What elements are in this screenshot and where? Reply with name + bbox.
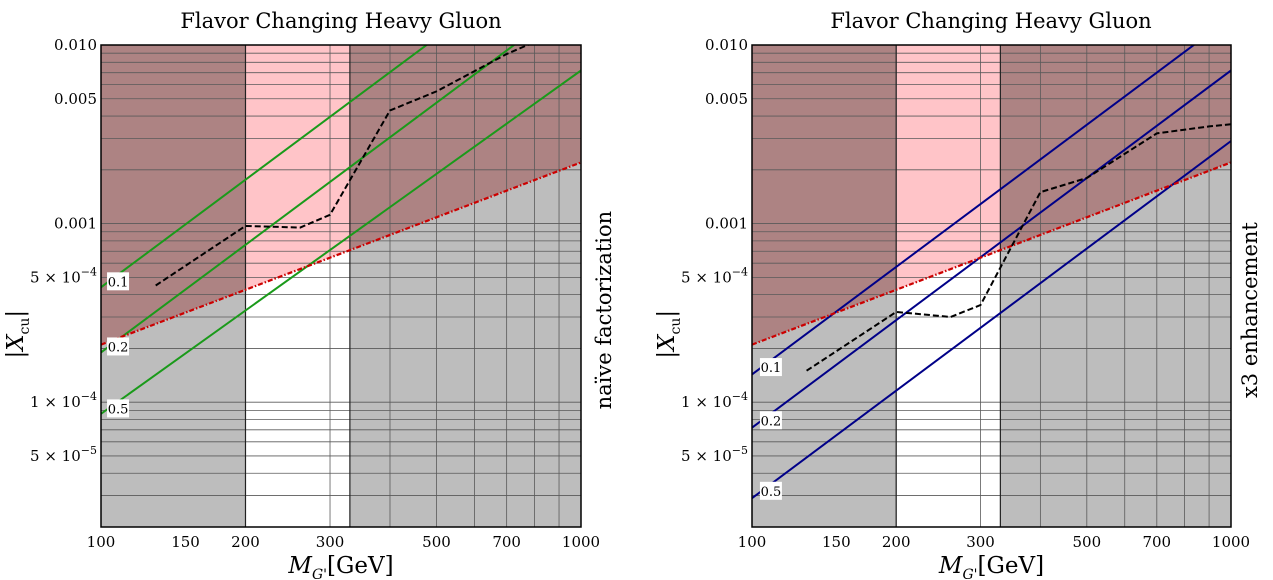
chart-title: Flavor Changing Heavy Gluon — [830, 9, 1151, 33]
x-tick-label: 500 — [422, 533, 451, 551]
dotted-boundary — [752, 161, 1231, 346]
contour-label-box-0.1 — [107, 272, 130, 291]
contour-label-0.2: 0.2 — [108, 340, 129, 355]
y-tick-label: 1 × 10−4 — [30, 390, 97, 411]
y-tick-label: 0.005 — [705, 90, 748, 108]
grid — [101, 45, 581, 527]
y-tick-label: 0.010 — [54, 36, 97, 54]
side-note: x3 enhancement — [1238, 222, 1262, 398]
excluded-band-upper-1 — [752, 45, 897, 345]
excluded-band-lower-2 — [349, 162, 581, 527]
contour-label-0.5: 0.5 — [108, 402, 129, 417]
contour-label-box-0.1 — [759, 358, 782, 377]
y-axis-title: |Xcu| — [3, 310, 33, 359]
y-axis-title: |Xcu| — [654, 310, 684, 359]
y-tick-label: 5 × 10−4 — [30, 265, 97, 286]
contour-label-box-0.5 — [759, 481, 782, 500]
dotted-boundary — [101, 161, 581, 346]
contour-line-0.5 — [101, 69, 581, 415]
x-tick-label: 150 — [171, 533, 200, 551]
grid — [752, 45, 1231, 527]
y-tick-label: 0.005 — [54, 90, 97, 108]
contour-line-0.1 — [101, 45, 429, 289]
contour-label-0.5: 0.5 — [761, 485, 782, 500]
excluded-band-lower-1 — [101, 289, 246, 527]
side-note: naïve factorization — [592, 211, 616, 410]
dashed-limit — [155, 45, 531, 287]
x-tick-label: 100 — [738, 533, 767, 551]
x-tick-label: 200 — [882, 533, 911, 551]
x-tick-label: 700 — [492, 533, 521, 551]
plot-frame — [100, 44, 582, 528]
excluded-band-upper-2 — [349, 45, 581, 251]
y-tick-label: 0.001 — [705, 215, 748, 233]
allowed-band-upper — [896, 45, 1001, 290]
dashed-limit — [806, 123, 1231, 372]
y-tick-label: 5 × 10−5 — [30, 444, 97, 465]
allowed-band-upper — [245, 45, 350, 290]
chart-panel-2: 0.1 0.2 0.5 100 150 200 300 500 700 1000 5 × 10−5 1… — [654, 9, 1262, 580]
contour-label-box-0.2 — [759, 411, 782, 430]
x-tick-label: 500 — [1072, 533, 1101, 551]
chart-panel-1: 0.1 0.2 0.5 100 150 200 300 500 700 1000 5 × 10−5 1… — [3, 9, 616, 580]
contour-line-0.2 — [101, 45, 516, 354]
y-tick-label: 0.010 — [705, 36, 748, 54]
contour-line-0.2 — [752, 69, 1231, 429]
x-tick-label: 300 — [316, 533, 345, 551]
plot-frame — [751, 44, 1232, 528]
x-tick-label: 1000 — [1212, 533, 1250, 551]
y-tick-label: 5 × 10−4 — [681, 265, 748, 286]
contour-label-0.1: 0.1 — [761, 361, 782, 376]
x-tick-label: 150 — [822, 533, 851, 551]
plot-area — [752, 45, 1231, 527]
excluded-band-upper-1 — [101, 45, 246, 345]
y-tick-label: 5 × 10−5 — [681, 444, 748, 465]
x-tick-label: 100 — [87, 533, 116, 551]
y-tick-label: 0.001 — [54, 215, 97, 233]
chart-title: Flavor Changing Heavy Gluon — [180, 9, 501, 33]
x-tick-label: 700 — [1142, 533, 1171, 551]
x-tick-label: 300 — [966, 533, 995, 551]
x-tick-label: 200 — [231, 533, 260, 551]
x-tick-label: 1000 — [562, 533, 600, 551]
y-tick-label: 1 × 10−4 — [681, 390, 748, 411]
x-axis-title: MG'[GeV] — [938, 553, 1044, 580]
contour-line-0.5 — [752, 140, 1231, 499]
plot-area — [101, 45, 581, 527]
contour-label-0.2: 0.2 — [761, 414, 782, 429]
contour-label-box-0.2 — [107, 337, 130, 356]
contour-label-0.1: 0.1 — [108, 275, 129, 290]
contour-label-box-0.5 — [107, 399, 130, 418]
excluded-band-lower-1 — [752, 289, 897, 527]
excluded-band-lower-2 — [1000, 162, 1231, 527]
x-axis-title: MG'[GeV] — [287, 553, 393, 580]
